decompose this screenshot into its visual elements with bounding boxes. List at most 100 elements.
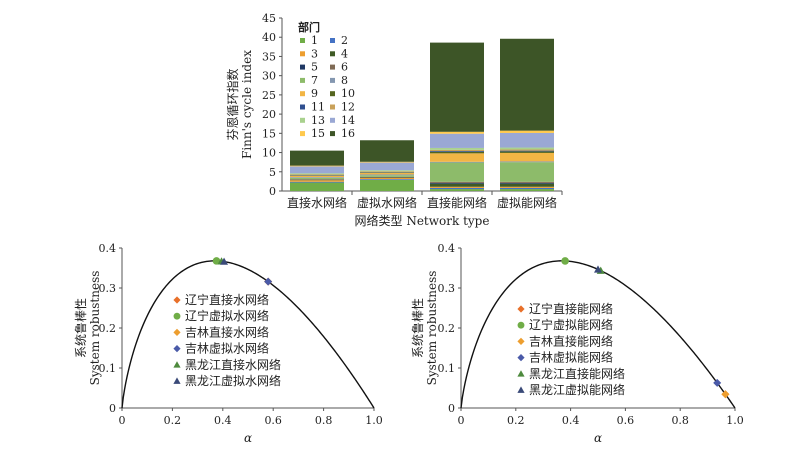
legend-marker <box>173 345 181 353</box>
category-label: 直接水网络 <box>287 195 347 210</box>
legend-label: 吉林直接能网络 <box>529 333 613 348</box>
bar-segment-7 <box>290 177 344 180</box>
bar-segment-12 <box>290 174 344 176</box>
x-axis-label: 网络类型 Network type <box>355 213 490 228</box>
legend-swatch-8 <box>330 77 335 83</box>
legend-label: 吉林直接水网络 <box>185 324 269 339</box>
legend-marker <box>173 377 181 384</box>
bar-segment-5 <box>500 182 554 184</box>
y-axis-label-en: Finn's cycle index <box>240 50 254 159</box>
x-tick-label: 1.0 <box>726 414 744 427</box>
bar-segment-15 <box>430 131 484 134</box>
y-tick-label: 0.2 <box>99 322 117 335</box>
legend-label-6: 6 <box>341 61 348 74</box>
legend-label-14: 14 <box>341 114 355 127</box>
y-tick-label: 5 <box>269 166 276 179</box>
bar-segment-15 <box>290 165 344 167</box>
bar-segment-12 <box>430 149 484 152</box>
bar-segment-1 <box>500 189 554 191</box>
x-tick-label: 0 <box>458 414 465 427</box>
legend-marker <box>173 328 181 336</box>
legend-swatch-3 <box>300 51 305 57</box>
y-tick-label: 35 <box>262 50 276 63</box>
energy-robustness-chart: 0 0.1 0.2 0.3 0.4 0 0.2 0.4 0.6 0.8 1.0 α 系统鲁棒性 Syste… <box>411 242 744 445</box>
legend-label-3: 3 <box>311 47 318 60</box>
y-tick-label: 0 <box>269 185 276 198</box>
legend-label-11: 11 <box>311 101 325 114</box>
bar-segment-5 <box>430 182 484 184</box>
bar-segment-16 <box>430 42 484 132</box>
bar-segment-9 <box>430 153 484 162</box>
y-tick-label: 20 <box>262 108 276 121</box>
legend-label-10: 10 <box>341 87 355 100</box>
x-tick-label: 0.6 <box>264 414 282 427</box>
bar-segment-16 <box>500 38 554 131</box>
x-tick-label: 0.4 <box>214 414 232 427</box>
legend-swatch-4 <box>330 51 335 57</box>
legend-marker <box>517 386 525 393</box>
data-point <box>561 257 569 265</box>
x-tick-label: 1.0 <box>365 414 383 427</box>
legend-label-16: 16 <box>341 127 355 140</box>
robustness-curve <box>121 260 375 409</box>
legend-title: 部门 <box>298 20 320 34</box>
y-axis-label-cn: 系统鲁棒性 <box>74 298 88 358</box>
legend-marker <box>517 337 525 345</box>
bar-segment-11 <box>430 151 484 152</box>
bar-segment-8 <box>500 161 554 163</box>
bar-segment-7 <box>360 175 414 177</box>
legend-swatch-12 <box>330 104 335 110</box>
x-axis-label: α <box>594 431 602 445</box>
y-tick-label: 40 <box>262 31 276 44</box>
y-tick-label: 0.3 <box>438 282 456 295</box>
bar-segment-6 <box>360 176 414 178</box>
bar-segment-9 <box>500 152 554 162</box>
category-label: 虚拟水网络 <box>357 195 417 210</box>
bar-segment-14 <box>290 166 344 174</box>
x-tick-label: 0 <box>119 414 126 427</box>
bar-segment-14 <box>360 162 414 171</box>
legend-swatch-7 <box>300 77 305 83</box>
legend-label-9: 9 <box>311 87 318 100</box>
y-tick-label: 25 <box>262 89 276 102</box>
y-tick-label: 0.2 <box>438 322 456 335</box>
legend-label-13: 13 <box>311 114 325 127</box>
bar-segment-3 <box>500 186 554 188</box>
x-tick-label: 0.4 <box>562 414 580 427</box>
bar-segment-6 <box>290 179 344 180</box>
legend-label: 黑龙江虚拟能网络 <box>529 382 625 397</box>
y-axis-label-cn: 芬恩循环指数 <box>225 68 240 140</box>
bar-segment-14 <box>500 132 554 148</box>
legend-swatch-6 <box>330 64 335 70</box>
water-robustness-chart: 0 0.1 0.2 0.3 0.4 0 0.2 0.4 0.6 0.8 1.0 α 系统鲁棒性 Syste… <box>74 242 383 445</box>
bar-segment-9 <box>290 176 344 178</box>
x-tick-label: 0.8 <box>315 414 333 427</box>
bar-segment-14 <box>430 133 484 148</box>
legend-label: 黑龙江直接能网络 <box>529 366 625 381</box>
legend-marker <box>517 321 525 329</box>
legend-label: 黑龙江虚拟水网络 <box>185 373 281 388</box>
legend-label-12: 12 <box>341 101 355 114</box>
y-axis-label-cn: 系统鲁棒性 <box>411 298 425 358</box>
legend-swatch-5 <box>300 64 305 70</box>
legend-label-2: 2 <box>341 34 348 47</box>
y-tick-label: 45 <box>262 12 276 25</box>
category-label: 直接能网络 <box>427 195 487 210</box>
data-point <box>212 257 221 265</box>
bar-segment-10 <box>430 151 484 154</box>
bar-segment-6 <box>500 181 554 183</box>
x-tick-label: 0.8 <box>671 414 689 427</box>
data-point <box>713 378 722 387</box>
bar-segment-2 <box>500 187 554 190</box>
data-point <box>721 390 730 399</box>
bar-segment-7 <box>500 162 554 182</box>
bar-segment-3 <box>290 180 344 182</box>
legend-swatch-1 <box>300 38 305 43</box>
bar-segment-8 <box>290 177 344 178</box>
bar-segment-13 <box>360 170 414 172</box>
bar-segment-4 <box>430 183 484 187</box>
legend-label: 吉林虚拟能网络 <box>529 350 613 365</box>
data-point <box>594 265 602 273</box>
y-tick-label: 0.4 <box>438 242 456 255</box>
bar-segment-13 <box>500 147 554 150</box>
